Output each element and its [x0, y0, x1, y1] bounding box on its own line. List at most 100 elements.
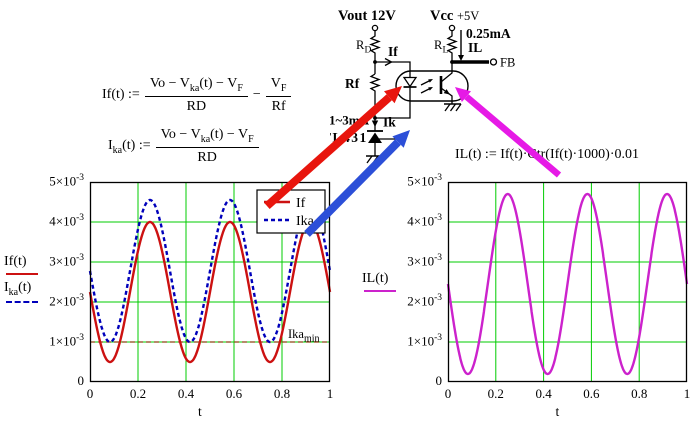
circuit-diagram: Vout 12V Vcc +5V R D R L If Rf 0.25mA IL…: [330, 8, 515, 164]
formula-if-lhs: If(t) :=: [102, 87, 140, 103]
phototransistor-emitter: [440, 87, 453, 104]
formula-ika-fraction: Vo − Vka(t) − VF RD: [155, 127, 259, 166]
y-tick-label: 2×10-3: [49, 293, 84, 309]
plot-IL: [446, 181, 689, 383]
plot-If: If Ika: [88, 181, 332, 383]
legend-label-If: If: [296, 196, 306, 211]
il-arrowhead: [458, 55, 464, 61]
y-tick-label: 4×10-3: [407, 213, 442, 229]
resistor-rd: [369, 30, 381, 74]
x-tick-label: 1: [326, 386, 334, 401]
vcc-terminal: [448, 24, 456, 32]
if-wire-arrow: [384, 57, 393, 67]
trace-Ika: [88, 198, 332, 344]
junction-dot: [450, 60, 454, 64]
x-tick-label: 0.2: [487, 386, 504, 401]
light-arrowhead-2: [428, 87, 433, 91]
y-axis-trace-name: IL(t): [362, 271, 389, 286]
x-tick-label: 0.6: [583, 386, 600, 401]
formula-if-numerator2: VF: [265, 76, 292, 97]
formula-if-denominator1: RD: [186, 98, 207, 114]
y-tick-label: 0: [435, 373, 443, 388]
formula-ika-numerator: Vo − Vka(t) − VF: [155, 127, 259, 148]
junction-dot: [373, 116, 377, 120]
light-arrow-1: [420, 79, 431, 86]
formula-if-fraction1: Vo − Vka(t) − VF RD: [144, 76, 248, 115]
trace-IL: [446, 192, 689, 376]
if-wire: [375, 61, 411, 77]
label-ik-range: 1~3mA: [330, 113, 370, 128]
label-rl: R: [434, 38, 443, 52]
phototransistor-collector: [440, 62, 453, 83]
y-tick-label: 0: [77, 373, 85, 388]
y-axis-label-block: If(t) Ika(t): [4, 254, 38, 308]
plot-border: [89, 181, 331, 383]
y-tick-label: 2×10-3: [407, 293, 442, 309]
x-tick-label: 0.8: [631, 386, 648, 401]
label-il-value: 0.25mA: [466, 26, 511, 41]
x-tick-label: 0.4: [177, 386, 195, 401]
ik-arrowhead: [371, 120, 379, 127]
vout-terminal: [371, 24, 379, 32]
legend-label-Ika: Ika: [296, 214, 315, 229]
y-axis-trace-name: Ika(t): [4, 280, 32, 298]
resistor-rf: [369, 73, 381, 131]
label-rd-sub: D: [365, 46, 372, 56]
label-rf: Rf: [345, 76, 360, 91]
trace-If: [88, 220, 332, 364]
legend-box: [256, 189, 326, 234]
y-tick-label: 5×10-3: [49, 173, 84, 189]
label-rd: R: [356, 38, 365, 52]
formula-if-numerator1: Vo − Vka(t) − VF: [144, 76, 248, 97]
formula-if-denominator2: Rf: [271, 98, 286, 114]
ground-transistor: [444, 103, 462, 112]
formula-ika: Ika(t) := Vo − Vka(t) − VF RD: [108, 127, 259, 166]
fb-terminal: [489, 58, 498, 66]
y-tick-label: 3×10-3: [49, 253, 84, 269]
x-tick-label: 0.8: [273, 386, 291, 401]
led-symbol: [402, 76, 418, 88]
label-rl-sub: L: [443, 46, 449, 56]
plot-border: [447, 181, 688, 383]
light-arrowhead-1: [428, 79, 433, 83]
y-tick-label: 1×10-3: [49, 333, 84, 349]
label-fb: FB: [500, 56, 515, 70]
x-tick-label: 0.2: [129, 386, 147, 401]
light-arrow-2: [420, 87, 431, 94]
label-ik: Ik: [383, 115, 396, 130]
y-tick-label: 4×10-3: [49, 213, 84, 229]
x-tick-label: 0: [444, 386, 452, 401]
emitter-arrowhead: [443, 89, 450, 95]
x-axis-label: t: [555, 404, 560, 419]
label-il: IL: [468, 40, 482, 55]
formula-if: If(t) := Vo − Vka(t) − VF RD − VF Rf: [102, 76, 292, 115]
marker-label: Ikamin: [288, 327, 320, 345]
formula-ika-lhs: Ika(t) :=: [108, 137, 151, 156]
resistor-rl: [446, 30, 458, 62]
tl431-ref-terminal: [396, 135, 404, 143]
x-tick-label: 0.4: [535, 386, 552, 401]
y-axis-trace-sample: [6, 273, 38, 275]
x-tick-label: 1: [683, 386, 691, 401]
label-tl431: TL431: [330, 130, 368, 145]
y-tick-label: 3×10-3: [407, 253, 442, 269]
x-tick-label: 0.6: [225, 386, 243, 401]
led-cathode-wire: [375, 87, 411, 119]
label-vout: Vout 12V: [338, 8, 396, 24]
junction-dot: [373, 60, 377, 64]
tl431-symbol: [368, 132, 382, 143]
optocoupler-body: [395, 70, 469, 102]
formula-if-fraction2: VF Rf: [265, 76, 292, 115]
label-vcc: Vcc: [430, 8, 454, 24]
y-axis-trace-name: If(t): [4, 254, 27, 269]
y-tick-label: 1×10-3: [407, 333, 442, 349]
y-tick-label: 5×10-3: [407, 173, 442, 189]
formula-if-operator: −: [252, 87, 261, 103]
y-axis-trace-sample: [364, 290, 396, 292]
formula-ika-denominator: RD: [197, 149, 217, 165]
x-tick-label: 0: [86, 386, 94, 401]
x-axis-label: t: [198, 404, 202, 419]
ground-tl431: [366, 155, 385, 164]
label-if: If: [388, 44, 398, 59]
